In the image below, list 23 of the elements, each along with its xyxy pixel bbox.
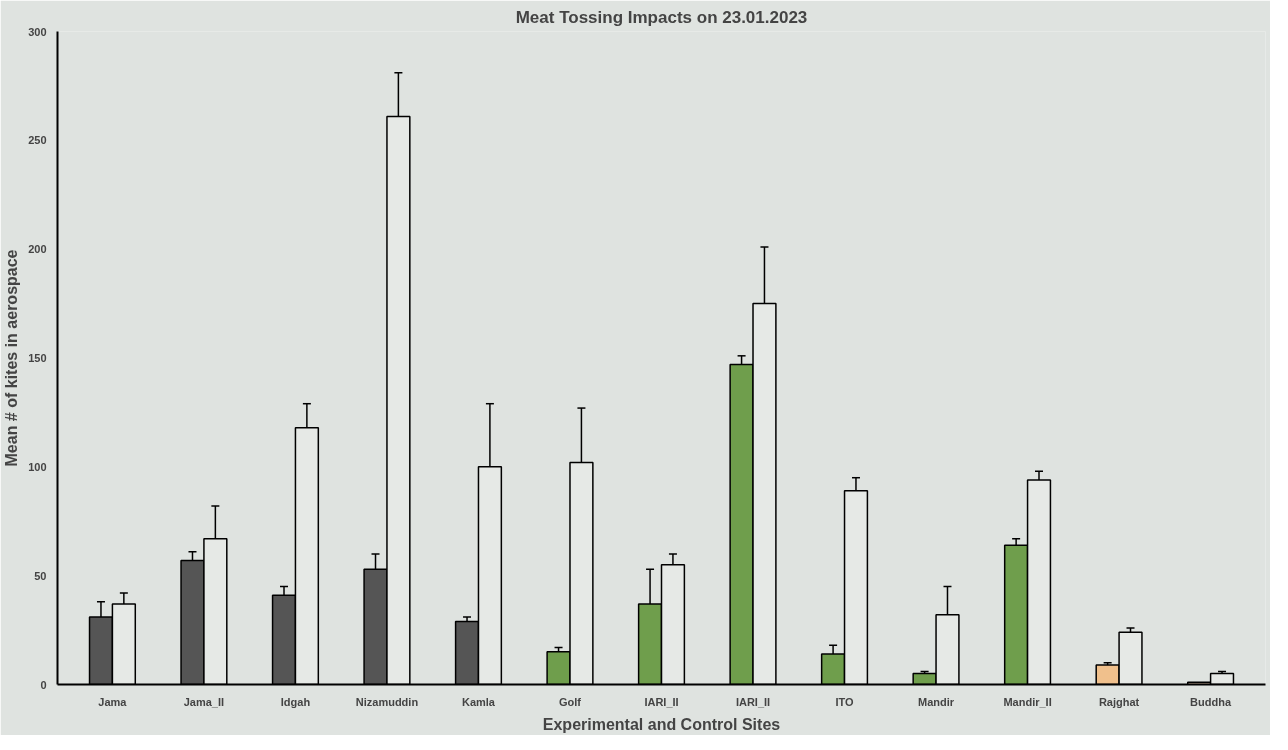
x-tick-label: Kamla xyxy=(461,695,496,708)
y-tick-label: 100 xyxy=(28,460,47,473)
x-tick-label: Golf xyxy=(558,695,582,708)
y-tick-label: 50 xyxy=(34,569,47,582)
y-tick-label: 150 xyxy=(28,352,47,364)
y-axis-title: Mean # of kites in aerospace xyxy=(3,249,21,467)
y-tick-label: 250 xyxy=(28,134,47,147)
x-tick-label: Nizamuddin xyxy=(355,695,419,708)
x-tick-label: Buddha xyxy=(1190,695,1232,708)
x-tick-label: IARI_II xyxy=(735,695,771,708)
x-tick-label: Jama xyxy=(98,695,128,708)
x-tick-label: Mandir xyxy=(918,695,955,708)
x-tick-label: IARI_II xyxy=(644,695,679,708)
x-tick-label: Mandir_II xyxy=(1003,695,1052,708)
x-axis-title: Experimental and Control Sites xyxy=(542,715,781,733)
y-tick-label: 0 xyxy=(40,678,47,691)
x-tick-label: Rajghat xyxy=(1098,695,1140,708)
x-tick-label: Idgah xyxy=(280,695,311,708)
y-tick-label: 200 xyxy=(28,243,47,256)
y-tick-label: 300 xyxy=(28,25,47,38)
chart-title: Meat Tossing Impacts on 23.01.2023 xyxy=(515,7,808,27)
x-tick-label: ITO xyxy=(835,695,855,708)
x-tick-label: Jama_II xyxy=(183,695,225,708)
